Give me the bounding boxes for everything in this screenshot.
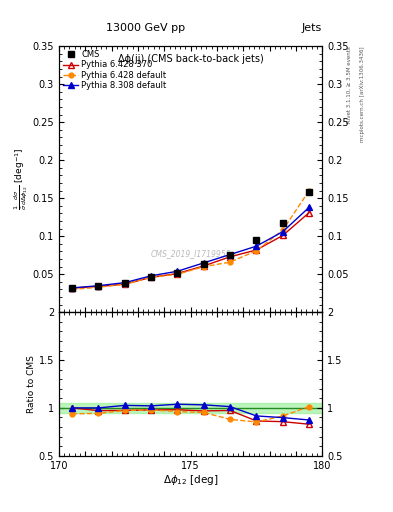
Line: CMS: CMS <box>69 189 312 291</box>
Text: 13000 GeV pp: 13000 GeV pp <box>106 23 185 33</box>
Pythia 6.428 370 <box>123 281 127 287</box>
Pythia 8.308 default <box>228 251 232 258</box>
Pythia 8.308 default <box>70 285 74 291</box>
Pythia 8.308 default <box>149 273 154 279</box>
Pythia 6.428 default <box>123 281 127 287</box>
Pythia 6.428 370 <box>228 254 232 260</box>
Pythia 6.428 default <box>96 284 101 290</box>
Line: Pythia 6.428 default: Pythia 6.428 default <box>70 188 312 292</box>
Legend: CMS, Pythia 6.428 370, Pythia 6.428 default, Pythia 8.308 default: CMS, Pythia 6.428 370, Pythia 6.428 defa… <box>61 49 168 92</box>
Pythia 6.428 default <box>70 286 74 292</box>
Line: Pythia 8.308 default: Pythia 8.308 default <box>69 204 312 291</box>
Pythia 6.428 default <box>201 264 206 270</box>
Text: Δϕ(jj) (CMS back-to-back jets): Δϕ(jj) (CMS back-to-back jets) <box>118 54 263 64</box>
Pythia 6.428 default <box>254 248 259 254</box>
Pythia 6.428 default <box>228 259 232 265</box>
Pythia 6.428 default <box>149 274 154 281</box>
Pythia 6.428 370 <box>96 283 101 289</box>
Bar <box>59 403 322 413</box>
CMS <box>149 273 154 280</box>
Text: CMS_2019_I1719955: CMS_2019_I1719955 <box>151 249 231 258</box>
Pythia 6.428 370 <box>281 232 285 239</box>
CMS <box>201 261 206 267</box>
CMS <box>254 237 259 243</box>
Pythia 8.308 default <box>123 280 127 286</box>
CMS <box>307 189 312 195</box>
Pythia 8.308 default <box>254 243 259 249</box>
CMS <box>70 285 74 291</box>
Text: Jets: Jets <box>302 23 322 33</box>
Pythia 6.428 default <box>307 187 312 194</box>
Line: Pythia 6.428 370: Pythia 6.428 370 <box>69 209 312 291</box>
Pythia 6.428 370 <box>201 263 206 269</box>
Pythia 8.308 default <box>96 283 101 289</box>
CMS <box>281 220 285 226</box>
Pythia 6.428 370 <box>70 285 74 291</box>
Pythia 8.308 default <box>175 268 180 274</box>
Text: Rivet 3.1.10, ≥ 3.5M events: Rivet 3.1.10, ≥ 3.5M events <box>347 46 352 123</box>
Y-axis label: Ratio to CMS: Ratio to CMS <box>27 355 36 413</box>
Text: mcplots.cern.ch [arXiv:1306.3436]: mcplots.cern.ch [arXiv:1306.3436] <box>360 46 365 142</box>
X-axis label: $\Delta\phi_{12}\ \mathregular{[deg]}$: $\Delta\phi_{12}\ \mathregular{[deg]}$ <box>163 473 219 487</box>
Pythia 8.308 default <box>201 260 206 266</box>
Pythia 6.428 370 <box>254 247 259 253</box>
CMS <box>175 270 180 276</box>
CMS <box>228 252 232 259</box>
Pythia 6.428 default <box>281 227 285 233</box>
Pythia 8.308 default <box>307 204 312 210</box>
Y-axis label: $\frac{1}{\bar{\sigma}}\frac{d\sigma}{d\Delta\phi_{12}}\ \mathregular{[deg^{-1}]: $\frac{1}{\bar{\sigma}}\frac{d\sigma}{d\… <box>12 148 30 210</box>
Pythia 6.428 370 <box>307 209 312 216</box>
Pythia 6.428 default <box>175 271 180 278</box>
Pythia 6.428 370 <box>175 270 180 276</box>
Pythia 6.428 370 <box>149 274 154 281</box>
CMS <box>123 281 127 287</box>
CMS <box>96 283 101 289</box>
Pythia 8.308 default <box>281 229 285 235</box>
